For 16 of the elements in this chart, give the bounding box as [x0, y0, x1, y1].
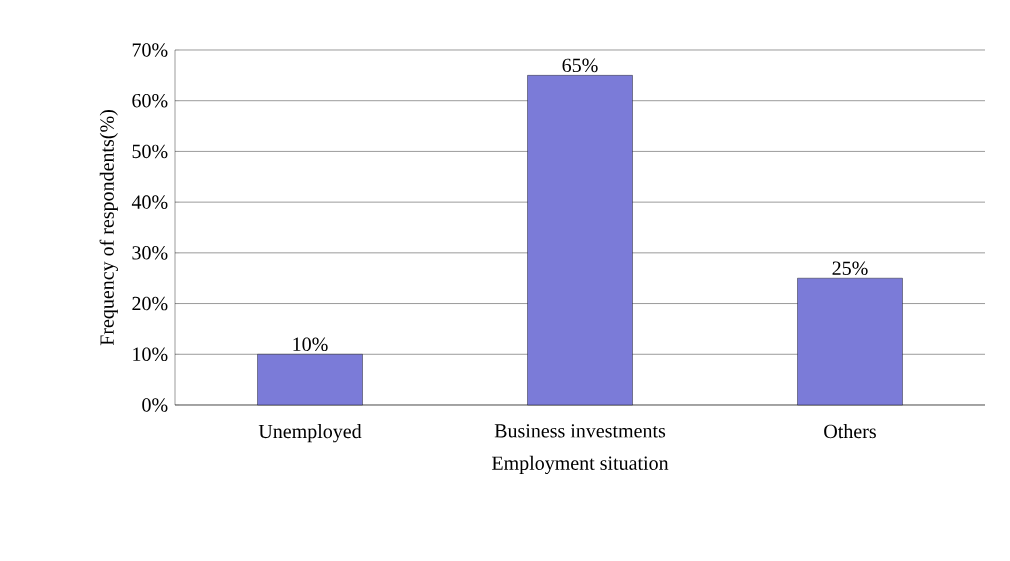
x-tick-label: Others: [824, 424, 876, 439]
x-axis-title: Employment situation: [491, 455, 669, 475]
y-tick-label: 10%: [133, 347, 168, 362]
y-tick-label: 40%: [131, 195, 168, 209]
y-tick-label: 60%: [132, 93, 168, 108]
y-tick-label: 0%: [142, 398, 168, 412]
x-tick-label: Business investments: [494, 424, 666, 438]
y-tick-label: 50%: [132, 144, 168, 159]
data-label: 65%: [562, 58, 598, 73]
y-tick-label: 20%: [132, 296, 168, 311]
y-tick-label: 70%: [132, 43, 168, 57]
y-tick-label: 30%: [132, 246, 168, 260]
data-label: 25%: [832, 261, 868, 276]
y-axis-title: Frequency of respondents(%): [99, 110, 118, 346]
x-tick-label: Unemployed: [258, 424, 362, 443]
data-label: 10%: [293, 337, 328, 352]
